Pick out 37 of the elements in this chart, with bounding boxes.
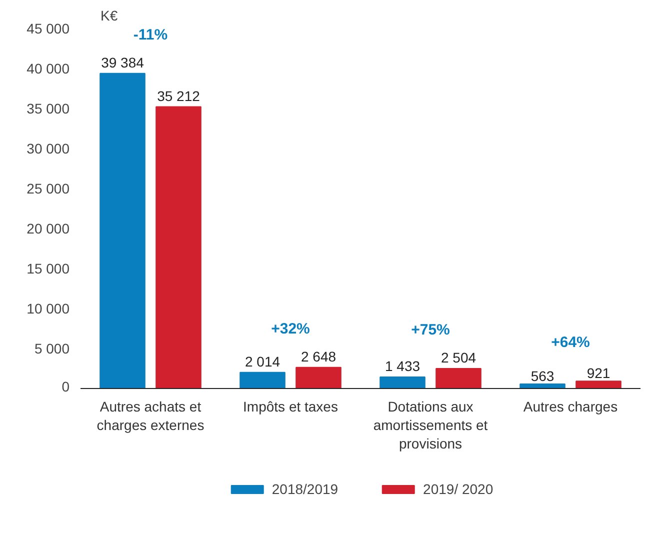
y-axis-title: K€ [100,8,118,24]
bar [296,366,342,388]
bar [380,376,426,388]
bar [436,368,482,388]
y-tick-label: 5 000 [34,340,70,356]
data-label: 35 212 [157,88,200,104]
y-tick-label: 35 000 [26,100,70,116]
x-tick-label: Autres achats et charges externes [96,398,204,433]
y-tick-label: 20 000 [26,220,70,236]
data-label: 1 433 [384,358,420,374]
x-tick-label: Dotations aux amortissements et provisions [373,398,488,452]
y-tick-label: 25 000 [26,180,70,196]
y-tick-label: 30 000 [26,140,70,156]
y-tick-label: 0 [62,378,70,394]
data-label: 2 014 [244,353,280,370]
bar [100,72,146,388]
annotation: -11% [133,26,168,44]
legend-label: 2018/2019 [272,481,338,497]
bar [576,380,622,388]
data-label: 563 [530,368,554,384]
y-tick-label: 45 000 [26,20,70,36]
annotation: +32% [271,320,310,338]
data-label: 921 [586,365,610,382]
data-label: 39 384 [101,54,144,70]
x-tick-label: Autres charges [523,398,618,414]
data-label: 2 648 [300,348,336,364]
y-tick-label: 40 000 [26,60,70,76]
bar [520,383,566,388]
x-tick-label: Impôts et taxes [243,398,338,414]
y-tick-label: 15 000 [26,260,70,276]
data-label: 2 504 [440,349,476,366]
y-tick-label: 10 000 [26,300,70,316]
bar [156,106,202,388]
annotation: +64% [551,334,590,352]
annotation: +75% [411,321,450,338]
bar [240,372,286,388]
legend-label: 2019/ 2020 [423,481,494,497]
